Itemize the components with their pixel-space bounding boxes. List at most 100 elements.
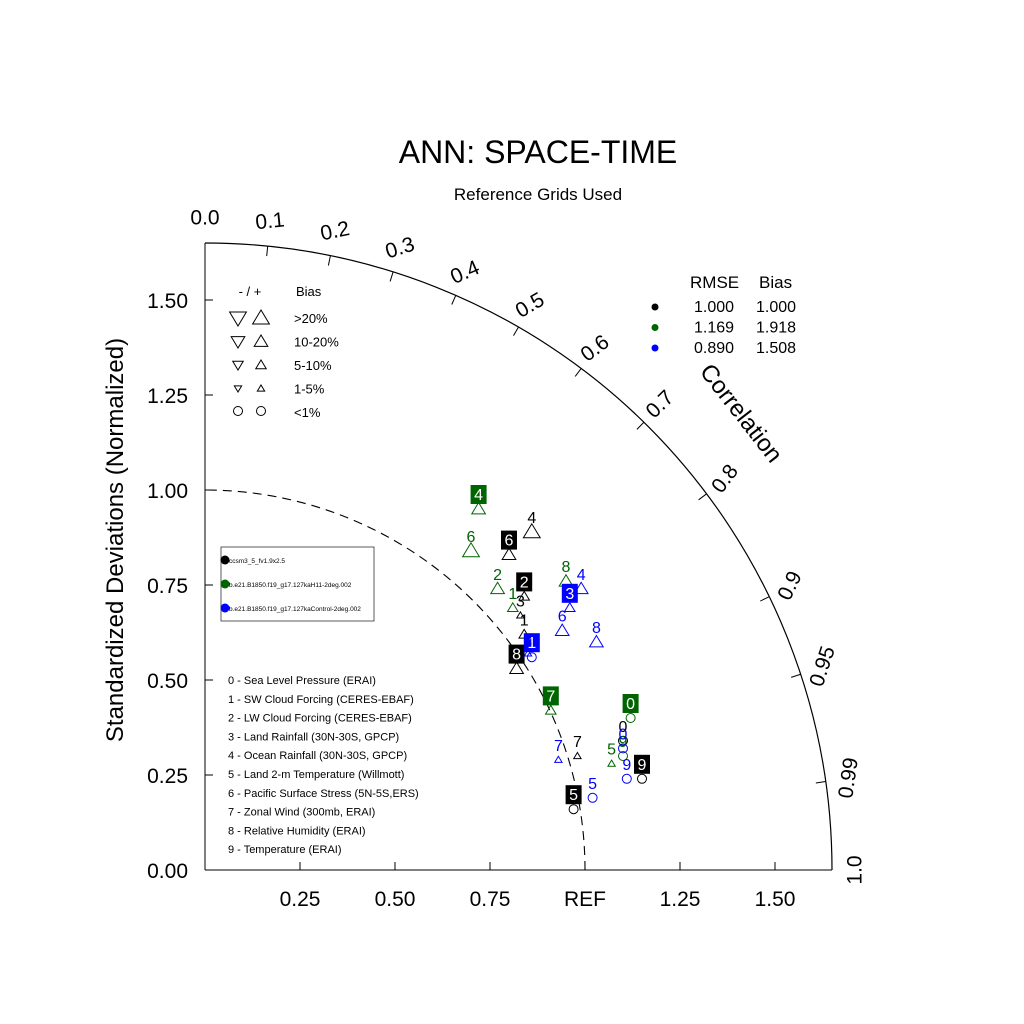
case-legend-label: b.e21.B1850.f19_g17.127kaH11-2deg.002 xyxy=(229,582,352,589)
corr-tick xyxy=(574,368,582,377)
corr-tick-label: 0.2 xyxy=(318,217,351,245)
data-point-marker xyxy=(523,648,533,657)
data-point-label: 4 xyxy=(527,510,536,527)
data-point-label: 8 xyxy=(512,647,521,664)
correlation-label: Correlation xyxy=(694,359,788,468)
case-legend-label: ccsm3_5_fv1.9x2.5 xyxy=(229,558,285,565)
case-legend-dot xyxy=(220,603,230,613)
bias-legend-header: Bias xyxy=(296,284,322,299)
bias-legend-neg-icon xyxy=(233,385,243,393)
data-point-label: 5 xyxy=(607,742,616,759)
y-tick-label: 1.25 xyxy=(147,385,188,408)
data-point-marker xyxy=(587,792,598,803)
bias-legend-sign-header: - / + xyxy=(239,284,262,299)
data-point-label: 5 xyxy=(588,776,597,793)
stats-legend-bias: 1.000 xyxy=(756,299,796,316)
data-point-marker xyxy=(526,652,537,663)
stats-legend-rmse: 1.000 xyxy=(694,299,734,316)
corr-tick-label: 0.5 xyxy=(512,288,549,323)
data-point-marker xyxy=(522,522,542,539)
data-point-label: 0 xyxy=(619,719,628,736)
bias-legend-label: <1% xyxy=(294,405,321,420)
data-point-marker xyxy=(515,610,525,619)
data-point-label-box xyxy=(470,485,487,504)
data-point-marker xyxy=(544,704,557,715)
corr-tick-label: 0.0 xyxy=(190,207,219,230)
variable-list-item: 4 - Ocean Rainfall (30N-30S, GPCP) xyxy=(228,750,407,762)
data-point-label-box xyxy=(523,633,540,653)
stats-legend-rmse: 0.890 xyxy=(694,340,734,357)
data-point-label: 6 xyxy=(558,609,567,626)
bias-legend-neg-icon xyxy=(228,311,248,327)
stats-legend-dot xyxy=(651,344,659,352)
corr-tick xyxy=(451,295,457,305)
data-point-marker xyxy=(553,755,563,763)
stats-legend-bias: 1.918 xyxy=(756,320,796,337)
bias-legend-neg-icon xyxy=(230,336,246,349)
data-point-label-box xyxy=(561,583,578,603)
stats-legend-bias: 1.508 xyxy=(756,340,796,357)
data-point-label-box xyxy=(501,530,517,550)
data-point-label: 4 xyxy=(577,567,586,584)
corr-tick-label: 0.4 xyxy=(447,256,483,289)
data-point-marker xyxy=(461,541,481,558)
stats-legend-dot xyxy=(651,303,659,311)
y-tick-label: 0.50 xyxy=(147,670,188,693)
bias-legend-neg-icon xyxy=(233,406,243,416)
corr-tick-label: 0.3 xyxy=(383,233,418,264)
data-point-marker xyxy=(637,773,647,784)
data-point-marker xyxy=(588,634,605,648)
data-point-marker xyxy=(489,581,506,595)
x-tick-label: 0.50 xyxy=(375,888,416,911)
variable-list-item: 5 - Land 2-m Temperature (Willmott) xyxy=(228,769,404,781)
legends-group: - / + Bias >20% 10-20% 5-10% 1-5% <1% RMSE Bias 1… xyxy=(220,273,796,856)
data-point-marker xyxy=(470,501,487,515)
corr-tick xyxy=(389,271,394,282)
stats-legend-dot xyxy=(651,324,659,331)
y-axis-label: Standardized Deviations (Normalized) xyxy=(102,338,129,742)
data-point-marker xyxy=(621,773,632,784)
data-point-marker xyxy=(618,735,628,746)
corr-tick xyxy=(760,596,770,602)
data-point-marker xyxy=(568,804,579,815)
bias-legend-neg-icon xyxy=(231,360,245,371)
data-point-label: 7 xyxy=(573,734,582,751)
data-point-marker xyxy=(607,759,617,767)
x-tick-label: REF xyxy=(564,888,606,911)
data-point-label: 6 xyxy=(467,529,476,546)
corr-tick-label: 0.9 xyxy=(773,568,806,604)
data-point-label: 2 xyxy=(524,631,533,648)
x-tick-label: 1.25 xyxy=(660,888,701,911)
data-point-label-box xyxy=(516,572,533,592)
x-tick-label: 0.25 xyxy=(280,888,321,911)
y-tick-label: 1.50 xyxy=(147,290,188,313)
data-point-label: 2 xyxy=(493,567,502,584)
corr-tick-label: 0.6 xyxy=(576,330,613,366)
bias-legend-label: 5-10% xyxy=(294,358,332,373)
data-point-label-box xyxy=(508,644,525,664)
data-point-marker xyxy=(572,751,582,760)
data-point-label: 7 xyxy=(554,738,563,755)
data-point-marker xyxy=(518,590,531,601)
corr-tick xyxy=(327,255,331,266)
data-point-marker xyxy=(618,743,628,754)
data-point-marker xyxy=(501,547,517,560)
data-point-label: 9 xyxy=(619,734,628,751)
variable-list-item: 3 - Land Rainfall (30N-30S, GPCP) xyxy=(228,731,399,743)
corr-tick-label: 0.95 xyxy=(805,643,840,689)
data-point-label: 3 xyxy=(565,586,574,603)
corr-tick xyxy=(815,781,826,784)
corr-tick-label: 1.0 xyxy=(844,855,867,884)
x-tick-label: 1.50 xyxy=(755,888,796,911)
corr-tick-label: 0.99 xyxy=(834,756,863,800)
data-point-marker xyxy=(506,601,519,613)
data-point-label: 2 xyxy=(520,574,529,591)
corr-tick-label: 0.1 xyxy=(254,208,285,234)
chart-title: ANN: SPACE-TIME xyxy=(399,134,678,170)
stats-legend-rmse: 1.169 xyxy=(694,320,734,337)
bias-legend-pos-icon xyxy=(251,309,271,325)
chart-subtitle: Reference Grids Used xyxy=(454,185,622,204)
data-point-marker xyxy=(508,661,525,674)
data-point-label: 9 xyxy=(638,757,647,774)
